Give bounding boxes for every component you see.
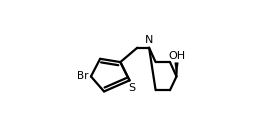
Text: S: S	[128, 83, 135, 93]
Text: N: N	[145, 35, 153, 45]
Text: OH: OH	[168, 51, 185, 61]
Polygon shape	[175, 63, 178, 76]
Text: Br: Br	[77, 71, 88, 81]
